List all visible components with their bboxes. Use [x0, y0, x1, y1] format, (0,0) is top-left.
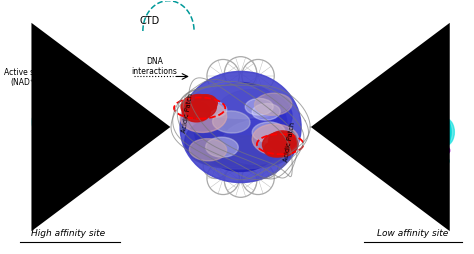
Ellipse shape	[245, 99, 273, 115]
Ellipse shape	[399, 146, 426, 159]
Ellipse shape	[76, 99, 89, 115]
Ellipse shape	[407, 99, 447, 120]
Ellipse shape	[212, 111, 250, 133]
Ellipse shape	[222, 120, 292, 164]
Text: Acidic Patch: Acidic Patch	[283, 122, 296, 163]
Text: High affinity site: High affinity site	[31, 229, 105, 237]
Text: CTD: CTD	[140, 16, 160, 26]
Ellipse shape	[71, 96, 93, 118]
Text: Active site
(NAD⁺): Active site (NAD⁺)	[4, 68, 63, 107]
Ellipse shape	[255, 93, 292, 115]
Ellipse shape	[381, 143, 417, 159]
Ellipse shape	[199, 101, 227, 118]
Ellipse shape	[425, 136, 447, 158]
Ellipse shape	[385, 105, 408, 128]
Text: DNA
interactions: DNA interactions	[132, 57, 177, 76]
Ellipse shape	[39, 89, 75, 109]
Ellipse shape	[194, 83, 287, 171]
Ellipse shape	[384, 100, 451, 164]
Ellipse shape	[263, 132, 298, 157]
Ellipse shape	[404, 153, 449, 169]
Ellipse shape	[381, 118, 399, 146]
Ellipse shape	[182, 102, 210, 122]
Ellipse shape	[252, 122, 285, 142]
Ellipse shape	[185, 117, 264, 167]
Ellipse shape	[418, 145, 440, 158]
Ellipse shape	[34, 126, 56, 149]
Ellipse shape	[32, 90, 95, 154]
Ellipse shape	[180, 71, 301, 183]
Ellipse shape	[391, 146, 435, 164]
Ellipse shape	[397, 133, 447, 158]
Ellipse shape	[34, 143, 79, 159]
Ellipse shape	[252, 104, 280, 120]
Ellipse shape	[180, 101, 227, 132]
Ellipse shape	[185, 81, 269, 142]
Ellipse shape	[420, 119, 447, 155]
Ellipse shape	[437, 118, 455, 146]
Ellipse shape	[181, 94, 217, 119]
Ellipse shape	[189, 139, 227, 161]
Ellipse shape	[36, 109, 63, 145]
Ellipse shape	[206, 137, 238, 157]
Ellipse shape	[194, 95, 218, 111]
Ellipse shape	[50, 87, 86, 101]
Ellipse shape	[48, 136, 89, 154]
Ellipse shape	[264, 141, 287, 157]
Ellipse shape	[190, 136, 292, 169]
Ellipse shape	[252, 124, 299, 155]
Text: Acidic Patch: Acidic Patch	[181, 93, 193, 133]
Ellipse shape	[78, 113, 96, 136]
Ellipse shape	[397, 138, 419, 156]
Ellipse shape	[392, 98, 428, 111]
Ellipse shape	[190, 85, 292, 118]
Ellipse shape	[73, 102, 96, 132]
Ellipse shape	[269, 131, 296, 151]
Ellipse shape	[217, 89, 292, 139]
Ellipse shape	[64, 101, 87, 133]
Ellipse shape	[388, 106, 442, 131]
Ellipse shape	[432, 145, 450, 156]
Ellipse shape	[392, 111, 415, 143]
Text: Low affinity site: Low affinity site	[377, 229, 448, 237]
Ellipse shape	[39, 125, 93, 150]
Ellipse shape	[35, 96, 84, 123]
